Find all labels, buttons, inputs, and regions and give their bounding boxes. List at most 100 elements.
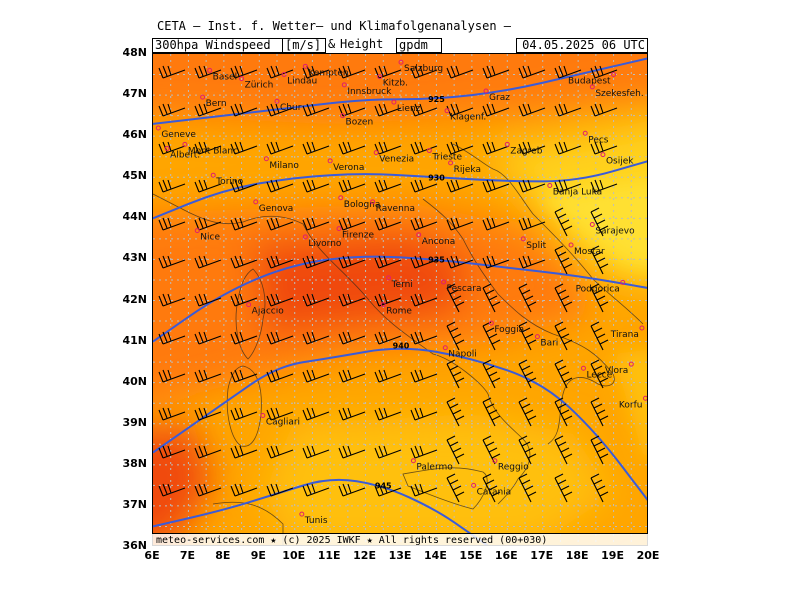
wind-barb xyxy=(446,435,465,465)
city-label: Rome xyxy=(386,307,412,317)
wind-barb xyxy=(230,65,258,79)
wind-barb xyxy=(482,321,501,351)
corsica-coast xyxy=(235,268,266,360)
wind-barb xyxy=(266,483,294,497)
wind-barb xyxy=(194,293,222,307)
lon-tick-label: 12E xyxy=(353,549,376,562)
city-marker xyxy=(299,511,305,517)
city-label: Verona xyxy=(333,163,364,173)
wind-barb xyxy=(302,331,330,345)
city-marker xyxy=(642,395,647,401)
wind-barb xyxy=(410,179,438,193)
city-label: Firenze xyxy=(342,231,374,241)
wind-barb xyxy=(590,207,609,237)
wind-barb xyxy=(410,65,438,79)
city-marker xyxy=(194,228,200,234)
sardinia-coast xyxy=(226,365,262,447)
wind-barb xyxy=(446,217,474,231)
wind-barb xyxy=(518,359,537,389)
wind-barb xyxy=(194,407,222,421)
tunisia-coast xyxy=(212,501,284,545)
wind-barb xyxy=(230,369,258,383)
city-label: Tunis xyxy=(304,516,328,526)
wind-barb xyxy=(590,397,609,427)
city-label: Bologna xyxy=(344,200,381,210)
city-label: Napoli xyxy=(448,350,476,360)
wind-barb xyxy=(266,179,294,193)
city-marker xyxy=(441,279,447,285)
wind-barb xyxy=(302,103,330,117)
lat-tick-label: 37N xyxy=(122,497,147,511)
city-marker xyxy=(207,67,213,73)
wind-barb xyxy=(266,369,294,383)
wind-barb xyxy=(338,369,366,383)
city-label: Rijeka xyxy=(454,165,481,175)
city-label: Milano xyxy=(269,161,299,171)
wind-barb xyxy=(554,435,573,465)
height-contour-line xyxy=(153,255,647,343)
wind-barb xyxy=(230,255,258,269)
city-marker xyxy=(386,275,392,281)
wind-barb xyxy=(554,65,582,79)
city-label: Innsbruck xyxy=(347,87,392,97)
lon-tick-label: 18E xyxy=(565,549,589,562)
city-marker xyxy=(444,108,450,114)
wind-barb xyxy=(338,217,366,231)
city-label: Klagenf. xyxy=(450,113,486,123)
city-label: Palermo xyxy=(416,463,453,473)
city-marker xyxy=(600,152,606,158)
city-label: Trieste xyxy=(431,153,462,163)
map-frame: 925 930 935 940 945 Basel Zürich Lindau Kempten… xyxy=(152,53,648,546)
wind-barb xyxy=(230,141,258,155)
wind-barb xyxy=(590,245,609,275)
wind-barb xyxy=(374,331,402,345)
datetime-label: 04.05.2025 06 UTC xyxy=(516,38,648,53)
wind-barb xyxy=(410,445,438,459)
wind-barb xyxy=(158,179,186,193)
city-marker xyxy=(534,334,540,340)
wind-barb xyxy=(518,217,546,231)
wind-barb xyxy=(158,293,186,307)
wind-barb xyxy=(518,283,537,313)
ampersand-label: & xyxy=(326,38,338,51)
wind-barb xyxy=(194,217,222,231)
lon-tick-label: 15E xyxy=(459,549,483,562)
lon-tick-label: 14E xyxy=(424,549,447,562)
city-marker xyxy=(416,232,422,238)
city-marker xyxy=(398,59,404,65)
city-label: Cagliari xyxy=(266,418,300,428)
wind-barb xyxy=(590,65,618,79)
city-marker xyxy=(302,63,308,69)
city-marker xyxy=(611,72,617,78)
wind-barb xyxy=(266,293,294,307)
wind-barb xyxy=(302,255,330,269)
wind-barb xyxy=(302,293,330,307)
wind-barb xyxy=(554,141,582,155)
wind-barb xyxy=(266,255,294,269)
wind-barb xyxy=(374,65,402,79)
city-label: Osijek xyxy=(606,157,634,167)
wind-barb xyxy=(446,359,465,389)
wind-barb xyxy=(338,407,366,421)
city-label: Ajaccio xyxy=(252,307,285,317)
lon-tick-label: 13E xyxy=(388,549,412,562)
city-marker xyxy=(520,236,526,242)
wind-barb xyxy=(338,103,366,117)
wind-barb xyxy=(482,103,510,117)
lon-tick-label: 17E xyxy=(530,549,554,562)
wind-barb xyxy=(230,407,258,421)
wind-barb xyxy=(590,473,609,503)
wind-barb xyxy=(554,397,573,427)
city-label: Zagreb xyxy=(510,146,542,156)
lat-tick-label: 47N xyxy=(122,87,147,101)
wind-barb xyxy=(518,141,546,155)
wind-barb xyxy=(482,217,510,231)
city-marker xyxy=(547,182,553,188)
wind-barb xyxy=(230,179,258,193)
city-label: Mostar xyxy=(574,247,605,257)
city-marker xyxy=(373,150,379,156)
wind-barb xyxy=(554,207,573,237)
lat-lon-grid xyxy=(153,54,647,545)
wind-barb xyxy=(194,331,222,345)
